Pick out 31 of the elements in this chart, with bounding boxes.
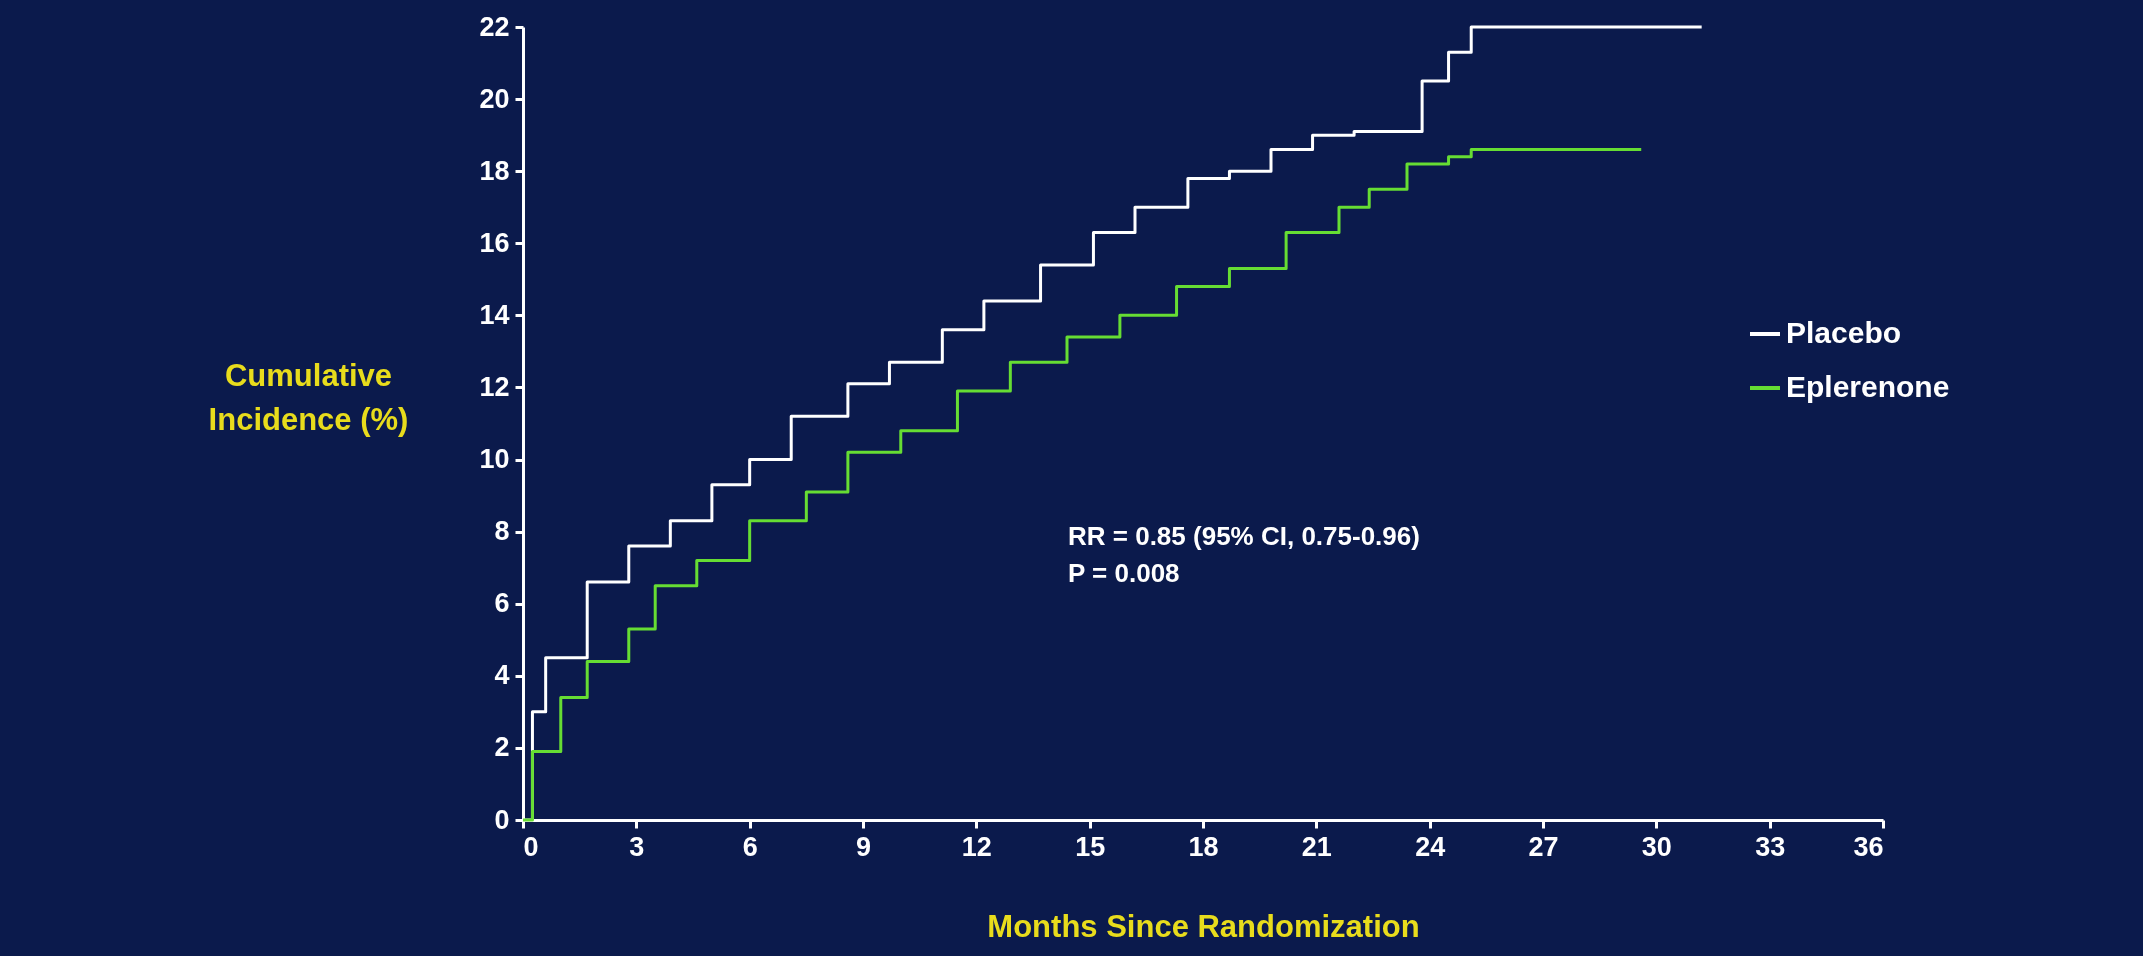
y-tick-label: 16 (479, 227, 510, 258)
y-tick-label: 22 (479, 11, 510, 42)
y-tick-label: 8 (494, 516, 510, 547)
x-tick-label: 3 (629, 831, 645, 862)
y-tick-label: 18 (479, 155, 510, 186)
y-tick-label: 20 (479, 83, 510, 114)
y-tick-label: 2 (494, 732, 510, 763)
y-tick-label: 12 (479, 371, 510, 402)
y-tick-label: 10 (479, 444, 510, 475)
y-tick-label: 4 (494, 660, 510, 691)
y-tick-label: 14 (479, 299, 510, 330)
x-tick-label: 24 (1415, 831, 1446, 862)
x-tick-label: 36 (1853, 831, 1884, 862)
legend-label: Eplerenone (1786, 370, 1950, 403)
x-tick-label: 27 (1528, 831, 1559, 862)
x-tick-label: 6 (742, 831, 758, 862)
x-tick-label: 0 (523, 831, 539, 862)
legend-label: Placebo (1786, 316, 1902, 349)
annotation: P = 0.008 (1068, 558, 1180, 588)
y-axis-title: Cumulative Incidence (%) (208, 357, 409, 437)
x-tick-label: 21 (1301, 831, 1332, 862)
x-tick-label: 9 (855, 831, 872, 862)
x-axis-title: Months Since Randomization (987, 908, 1420, 944)
x-tick-label: 15 (1075, 831, 1106, 862)
x-tick-label: 12 (961, 831, 992, 862)
y-tick-label: 0 (494, 804, 510, 835)
x-tick-label: 18 (1188, 831, 1219, 862)
y-tick-label: 6 (494, 588, 510, 619)
annotation: RR = 0.85 (95% CI, 0.75-0.96) (1068, 521, 1420, 551)
x-tick-label: 33 (1755, 831, 1786, 862)
x-tick-label: 30 (1641, 831, 1672, 862)
